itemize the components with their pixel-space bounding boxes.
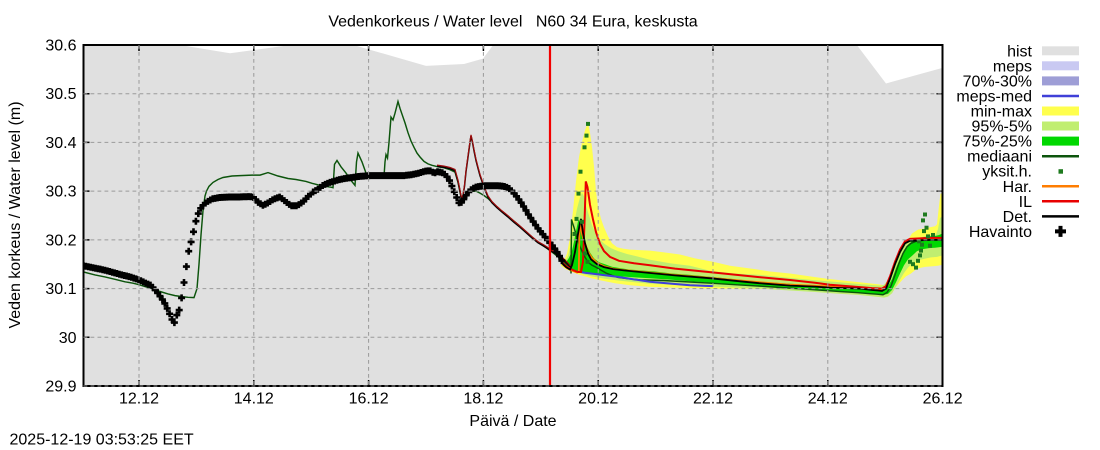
svg-text:26.12: 26.12 — [923, 391, 963, 408]
svg-text:Veden korkeus / Water level (m: Veden korkeus / Water level (m) — [7, 101, 24, 328]
svg-text:70%-30%: 70%-30% — [963, 73, 1032, 90]
svg-text:22.12: 22.12 — [693, 391, 733, 408]
svg-text:Vedenkorkeus / Water level N: Vedenkorkeus / Water level N60 34 Eura, … — [328, 14, 697, 31]
svg-text:IL: IL — [1019, 194, 1032, 211]
svg-text:meps: meps — [993, 58, 1032, 75]
svg-text:Har.: Har. — [1003, 179, 1032, 196]
svg-text:16.12: 16.12 — [349, 391, 389, 408]
svg-text:30.4: 30.4 — [45, 135, 76, 152]
svg-text:hist: hist — [1007, 43, 1032, 60]
svg-text:meps-med: meps-med — [956, 89, 1032, 106]
svg-text:min-max: min-max — [971, 104, 1032, 121]
svg-text:20.12: 20.12 — [578, 391, 618, 408]
svg-text:30: 30 — [59, 330, 77, 347]
svg-text:Havainto: Havainto — [969, 224, 1032, 241]
svg-text:30.6: 30.6 — [45, 38, 76, 55]
svg-text:95%-5%: 95%-5% — [972, 119, 1032, 136]
svg-text:14.12: 14.12 — [234, 391, 274, 408]
svg-text:12.12: 12.12 — [119, 391, 159, 408]
svg-text:2025-12-19 03:53:25 EET: 2025-12-19 03:53:25 EET — [10, 432, 194, 449]
svg-text:75%-25%: 75%-25% — [963, 134, 1032, 151]
svg-text:30.2: 30.2 — [45, 232, 76, 249]
svg-text:30.1: 30.1 — [45, 281, 76, 298]
svg-text:mediaani: mediaani — [967, 149, 1032, 166]
svg-text:18.12: 18.12 — [463, 391, 503, 408]
svg-text:Päivä / Date: Päivä / Date — [469, 413, 556, 430]
svg-text:30.5: 30.5 — [45, 86, 76, 103]
svg-text:24.12: 24.12 — [808, 391, 848, 408]
svg-text:yksit.h.: yksit.h. — [982, 164, 1032, 181]
svg-text:30.3: 30.3 — [45, 184, 76, 201]
svg-text:29.9: 29.9 — [45, 379, 76, 396]
svg-text:Det.: Det. — [1003, 209, 1032, 226]
